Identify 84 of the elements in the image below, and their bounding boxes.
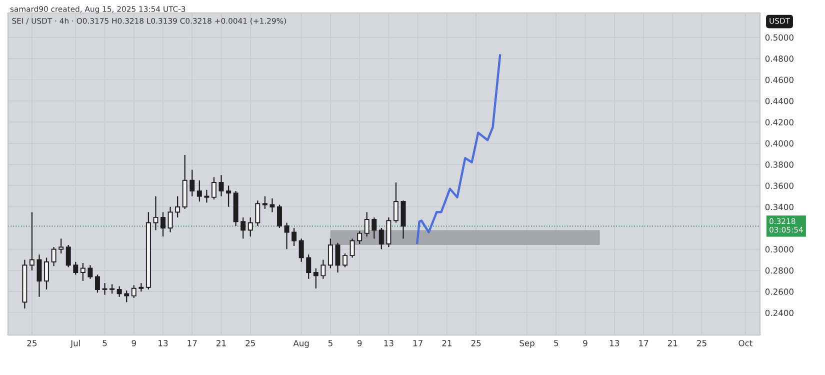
x-tick-label: 5 [554, 340, 558, 346]
candlestick [88, 264, 93, 280]
candlestick [116, 286, 122, 298]
x-tick-label: 17 [639, 340, 648, 346]
x-tick-label: 9 [357, 340, 362, 346]
candlestick [36, 254, 42, 298]
candlestick [160, 212, 166, 238]
x-tick-label: 21 [216, 340, 226, 346]
candlestick [364, 212, 370, 238]
candlestick [262, 196, 268, 210]
candlestick [270, 198, 275, 213]
candlestick [51, 246, 56, 267]
candlestick [342, 252, 348, 268]
candlestick [335, 242, 340, 274]
candlestick [110, 284, 115, 294]
x-tick-label: 13 [610, 340, 620, 346]
candlestick [66, 244, 71, 268]
candlestick [168, 206, 173, 233]
x-tick-label: 21 [668, 340, 678, 346]
candlestick [196, 180, 202, 202]
x-tick-label: Aug [293, 340, 309, 348]
candlestick [255, 200, 260, 226]
y-tick-label: 0.2400 [765, 310, 794, 316]
candlestick [153, 196, 158, 231]
candlestick [131, 284, 136, 298]
x-tick-label: 25 [697, 340, 706, 346]
candlestick [357, 230, 362, 244]
candlestick [226, 185, 232, 208]
candlestick [313, 268, 318, 289]
x-tick-label: 13 [158, 340, 168, 346]
candlestick [175, 196, 180, 218]
x-tick-label: Jul [70, 340, 80, 348]
candlestick [298, 238, 304, 262]
candlestick [277, 204, 282, 229]
candlestick [190, 169, 195, 197]
y-tick-label: 0.2800 [765, 267, 794, 274]
candlestick [95, 274, 100, 294]
y-tick-label: 0.5000 [765, 34, 794, 41]
x-tick-label: Sep [520, 340, 534, 348]
x-tick-label: Oct [738, 340, 752, 346]
candlestick [306, 254, 312, 280]
candlestick [372, 216, 377, 240]
candlestick [124, 290, 130, 303]
y-tick-label: 0.4400 [765, 98, 794, 104]
y-tick-label: 0.3600 [765, 182, 794, 189]
candlestick [240, 216, 246, 240]
x-tick-label: 9 [583, 340, 588, 346]
x-tick-label: 17 [188, 340, 197, 346]
candlestick [320, 259, 326, 280]
y-tick-label: 0.2600 [765, 288, 794, 295]
candlestick [284, 222, 290, 250]
candlestick [204, 189, 210, 204]
line-series [416, 54, 502, 244]
y-tick-label: 0.4600 [765, 76, 794, 84]
y-tick-label: 0.3400 [765, 204, 794, 210]
x-tick-label: 25 [27, 340, 37, 346]
candlestick [393, 182, 398, 224]
candlestick [292, 227, 297, 247]
candlestick [73, 261, 78, 276]
x-tick-label: 21 [442, 340, 452, 346]
x-tick-label: 13 [384, 340, 394, 346]
candlestick [328, 238, 333, 269]
x-tick-label: 5 [102, 340, 107, 346]
candlestick [29, 212, 34, 271]
candlestick [80, 262, 86, 282]
y-tick-label: 0.4200 [765, 119, 794, 126]
x-tick-label: 17 [413, 340, 422, 346]
candlestick [102, 282, 108, 296]
candlestick [350, 238, 355, 258]
x-tick-label: 9 [132, 340, 136, 346]
y-tick-label: 0.4000 [765, 140, 794, 147]
y-tick-label: 0.4800 [765, 56, 794, 62]
candlestick [218, 174, 224, 197]
candlestick [248, 216, 253, 238]
y-tick-label: 0.3800 [765, 161, 794, 168]
x-tick-label: 25 [471, 340, 481, 346]
x-tick-label: 5 [328, 340, 332, 346]
y-tick-label: 0.3000 [765, 246, 794, 252]
candlestick [378, 227, 384, 250]
x-tick-label: 25 [246, 340, 255, 346]
candlestick [386, 216, 392, 248]
candlestick [211, 176, 216, 200]
candlestick [58, 238, 64, 254]
candlestick [44, 257, 50, 290]
